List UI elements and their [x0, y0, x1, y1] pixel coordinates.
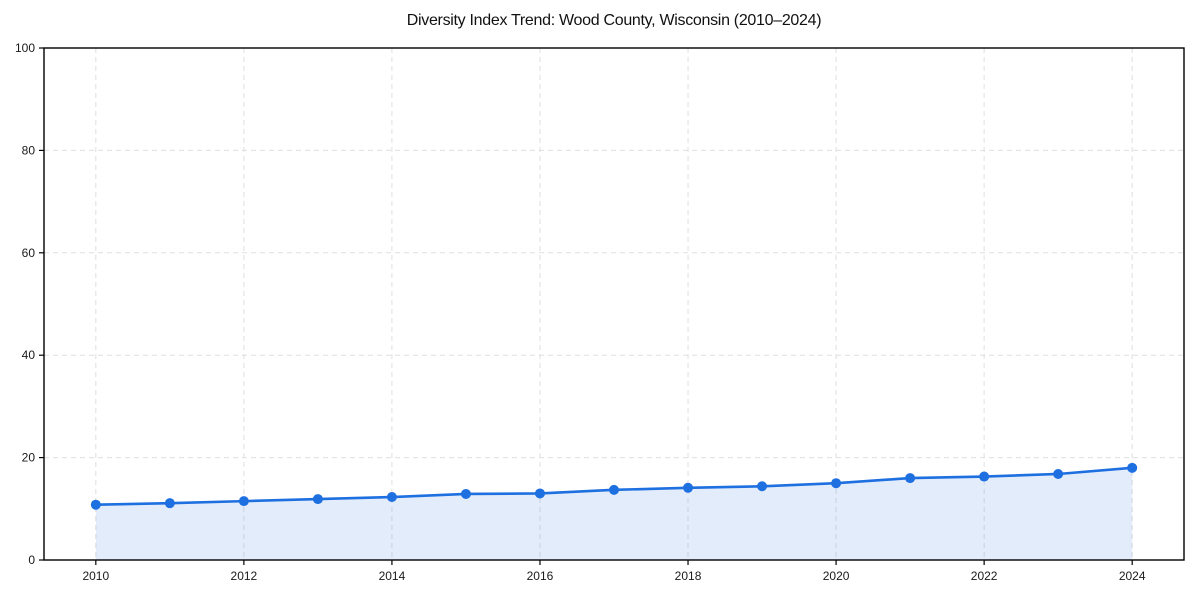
x-tick-label: 2024	[1119, 569, 1146, 583]
area-fill	[95, 467, 1133, 560]
x-tick-label: 2022	[971, 569, 998, 583]
x-tick-label: 2018	[675, 569, 702, 583]
chart-title: Diversity Index Trend: Wood County, Wisc…	[406, 12, 822, 29]
axis-frame	[43, 47, 1185, 561]
x-tick-label: 2010	[82, 569, 109, 583]
x-tick-label: 2014	[379, 569, 406, 583]
data-point	[683, 482, 694, 493]
data-point	[831, 478, 842, 489]
x-tick-label: 2016	[527, 569, 554, 583]
x-tick-label: 2012	[231, 569, 258, 583]
data-point	[609, 484, 619, 495]
y-tick-label: 60	[22, 246, 36, 260]
data-point	[905, 473, 916, 484]
y-tick-label: 0	[28, 553, 35, 567]
data-point	[90, 499, 101, 510]
data-point	[757, 481, 768, 492]
data-point	[534, 488, 545, 499]
data-point	[164, 498, 175, 509]
y-tick-label: 20	[22, 451, 36, 465]
data-point	[460, 488, 471, 499]
data-point	[238, 496, 249, 507]
data-point	[1127, 462, 1138, 473]
data-point	[979, 471, 990, 482]
x-tick-label: 2020	[823, 569, 850, 583]
y-tick-label: 40	[22, 348, 36, 362]
y-tick-label: 100	[15, 41, 35, 55]
y-tick-label: 80	[22, 143, 36, 157]
data-point	[386, 492, 397, 503]
data-point	[1053, 468, 1064, 479]
data-point	[312, 494, 323, 505]
